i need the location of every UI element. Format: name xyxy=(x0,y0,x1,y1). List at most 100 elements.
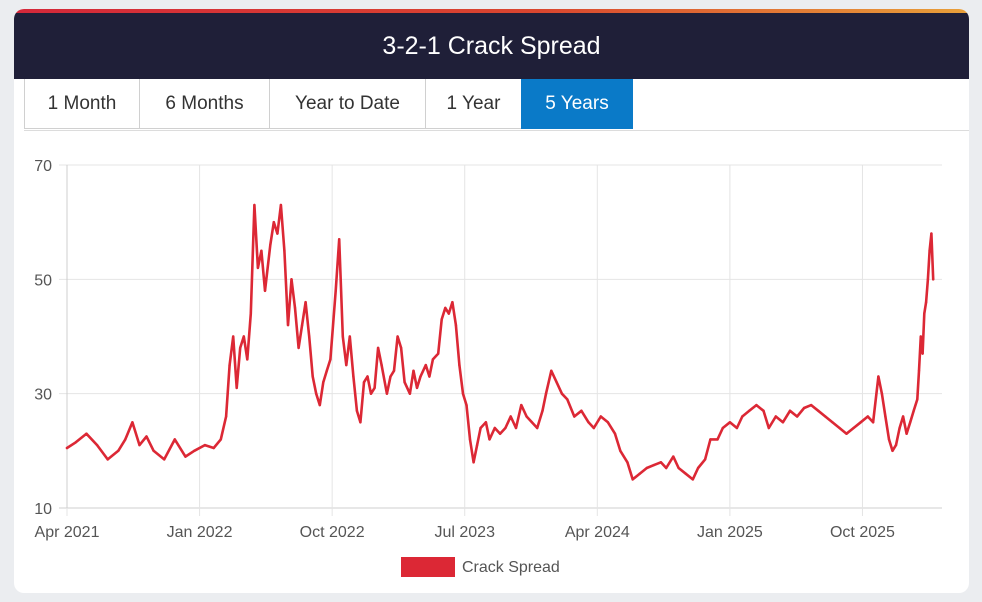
data-point xyxy=(824,415,827,418)
data-point xyxy=(866,415,869,418)
data-point xyxy=(924,301,928,304)
chart-header: 3-2-1 Crack Spread xyxy=(14,13,969,79)
legend-swatch xyxy=(401,557,455,577)
data-point xyxy=(366,375,369,378)
data-point xyxy=(359,421,362,424)
data-point xyxy=(530,421,534,424)
series-crack-spread xyxy=(65,203,935,481)
data-point xyxy=(626,461,629,464)
data-point xyxy=(520,403,523,407)
legend-label: Crack Spread xyxy=(462,559,560,576)
x-tick-label: Jan 2022 xyxy=(167,524,233,541)
data-point xyxy=(475,443,479,447)
data-point xyxy=(735,426,739,430)
data-point xyxy=(334,289,337,292)
data-point xyxy=(659,461,663,464)
data-point xyxy=(145,435,148,438)
data-point xyxy=(451,301,454,304)
data-point xyxy=(638,472,641,475)
data-point xyxy=(65,446,69,450)
tab-year-to-date[interactable]: Year to Date xyxy=(269,79,426,129)
data-point xyxy=(677,466,680,470)
data-point xyxy=(484,421,488,424)
data-point xyxy=(415,386,419,390)
data-point xyxy=(193,449,196,452)
data-point xyxy=(352,375,355,378)
data-point xyxy=(399,346,403,350)
data-point xyxy=(279,203,283,207)
tab-1-year[interactable]: 1 Year xyxy=(425,79,522,129)
y-tick-label: 30 xyxy=(34,387,52,404)
data-point xyxy=(928,249,931,252)
data-point xyxy=(389,375,392,378)
tab-label: 1 Month xyxy=(47,92,117,114)
data-point xyxy=(203,443,207,447)
data-point xyxy=(300,323,304,327)
y-axis: 10 30 50 70 xyxy=(34,158,52,518)
data-point xyxy=(212,446,215,450)
data-point xyxy=(909,421,912,424)
data-point xyxy=(696,466,700,470)
data-point xyxy=(684,472,687,475)
data-point xyxy=(930,232,933,235)
data-point xyxy=(587,421,590,424)
data-point xyxy=(599,415,602,418)
data-point xyxy=(665,466,668,470)
data-point xyxy=(458,363,461,367)
chart-card: 3-2-1 Crack Spread 1 Month 6 Months Year… xyxy=(14,9,969,593)
legend[interactable]: Crack Spread xyxy=(401,557,560,577)
data-point xyxy=(380,363,383,367)
data-point xyxy=(117,449,120,452)
data-point xyxy=(691,478,694,481)
x-tick-label: Jul 2023 xyxy=(434,524,495,541)
data-point xyxy=(817,409,820,412)
data-point xyxy=(465,403,468,407)
data-point xyxy=(396,335,399,338)
data-point xyxy=(403,381,406,384)
data-point xyxy=(304,301,307,304)
data-point xyxy=(440,318,443,321)
data-point xyxy=(461,392,465,395)
data-point xyxy=(877,375,880,378)
data-point xyxy=(894,443,898,447)
data-point xyxy=(311,375,314,378)
x-tick-label: Apr 2024 xyxy=(565,524,630,541)
data-point xyxy=(269,243,272,247)
data-point xyxy=(468,438,472,441)
data-point xyxy=(95,443,99,447)
data-point xyxy=(919,335,922,338)
data-point xyxy=(802,406,806,410)
data-point xyxy=(721,426,724,430)
tab-5-years[interactable]: 5 Years xyxy=(521,79,633,129)
data-point xyxy=(408,392,412,395)
data-point xyxy=(290,278,293,281)
data-point xyxy=(831,421,834,424)
data-point xyxy=(242,335,245,338)
grid-lines xyxy=(59,164,942,516)
data-point xyxy=(315,392,318,395)
data-point xyxy=(138,443,141,447)
tab-6-months[interactable]: 6 Months xyxy=(139,79,270,129)
data-point xyxy=(272,221,275,224)
data-point xyxy=(318,403,321,407)
data-point xyxy=(514,426,518,430)
data-point xyxy=(871,421,875,424)
data-point xyxy=(228,363,231,367)
data-point xyxy=(345,363,348,367)
data-point xyxy=(355,409,359,412)
data-point xyxy=(419,375,422,378)
data-point xyxy=(74,441,78,444)
data-point xyxy=(884,415,887,418)
data-point xyxy=(566,398,569,401)
data-point xyxy=(106,458,109,461)
range-tabs: 1 Month 6 Months Year to Date 1 Year 5 Y… xyxy=(24,79,633,131)
y-tick-label: 50 xyxy=(34,272,52,289)
data-point xyxy=(852,426,855,430)
data-point xyxy=(447,312,450,315)
data-point xyxy=(504,426,507,430)
x-tick-label: Oct 2022 xyxy=(300,524,365,541)
data-point xyxy=(488,438,491,441)
data-point xyxy=(509,415,512,418)
data-point xyxy=(741,415,744,418)
